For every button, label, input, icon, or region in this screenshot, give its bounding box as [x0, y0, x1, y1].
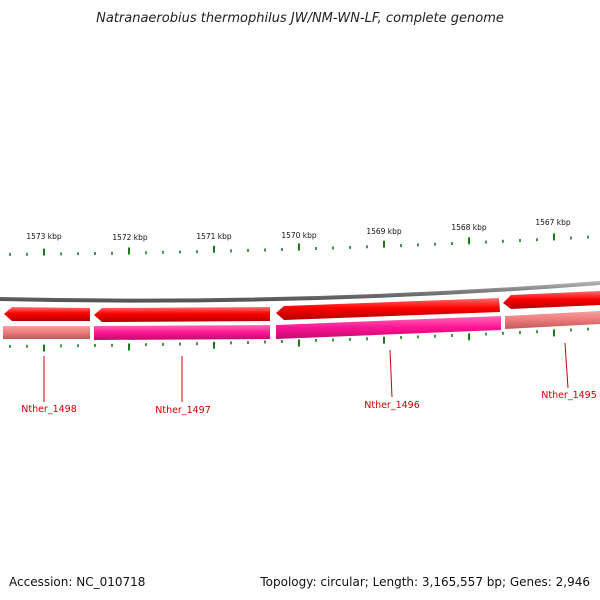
leader-line-nther-1496 — [389, 349, 393, 398]
upper-tick-row — [9, 233, 589, 256]
scale-label-1572: 1572 kbp — [112, 233, 148, 242]
scale-label-1568: 1568 kbp — [451, 223, 487, 232]
feature-arrow — [276, 298, 500, 320]
scale-labels: 1573 kbp 1572 kbp 1571 kbp 1570 kbp 1569… — [26, 218, 571, 242]
feature-arrow — [94, 307, 270, 322]
gene-labels: Nther_1498 Nther_1497 Nther_1496 Nther_1… — [21, 390, 597, 416]
cds-track — [3, 311, 600, 340]
feature-arrow — [4, 307, 90, 321]
gene-label-nther-1495[interactable]: Nther_1495 — [541, 390, 597, 401]
feature-arrow — [503, 291, 600, 309]
gene-label-nther-1497[interactable]: Nther_1497 — [155, 405, 211, 416]
leader-line-nther-1495 — [564, 342, 569, 389]
gene-leaders — [43, 342, 569, 402]
cds-block-nther-1496 — [276, 316, 501, 339]
genome-backbone — [0, 281, 600, 303]
cds-block-nther-1495 — [505, 311, 600, 329]
scale-label-1570: 1570 kbp — [281, 231, 317, 240]
feature-track — [4, 291, 600, 322]
cds-block-nther-1497 — [94, 325, 270, 340]
lower-tick-row — [9, 327, 589, 352]
gene-label-nther-1498[interactable]: Nther_1498 — [21, 404, 77, 415]
scale-label-1573: 1573 kbp — [26, 232, 62, 241]
scale-label-1567: 1567 kbp — [535, 218, 571, 227]
accession-text: Accession: NC_010718 — [9, 575, 145, 589]
scale-label-1571: 1571 kbp — [196, 232, 232, 241]
gene-label-nther-1496[interactable]: Nther_1496 — [364, 400, 420, 411]
genome-title: Natranaerobius thermophilus JW/NM-WN-LF,… — [96, 11, 504, 26]
scale-label-1569: 1569 kbp — [366, 227, 402, 236]
genome-summary-text: Topology: circular; Length: 3,165,557 bp… — [259, 575, 590, 589]
cds-block-nther-1498 — [3, 326, 90, 339]
